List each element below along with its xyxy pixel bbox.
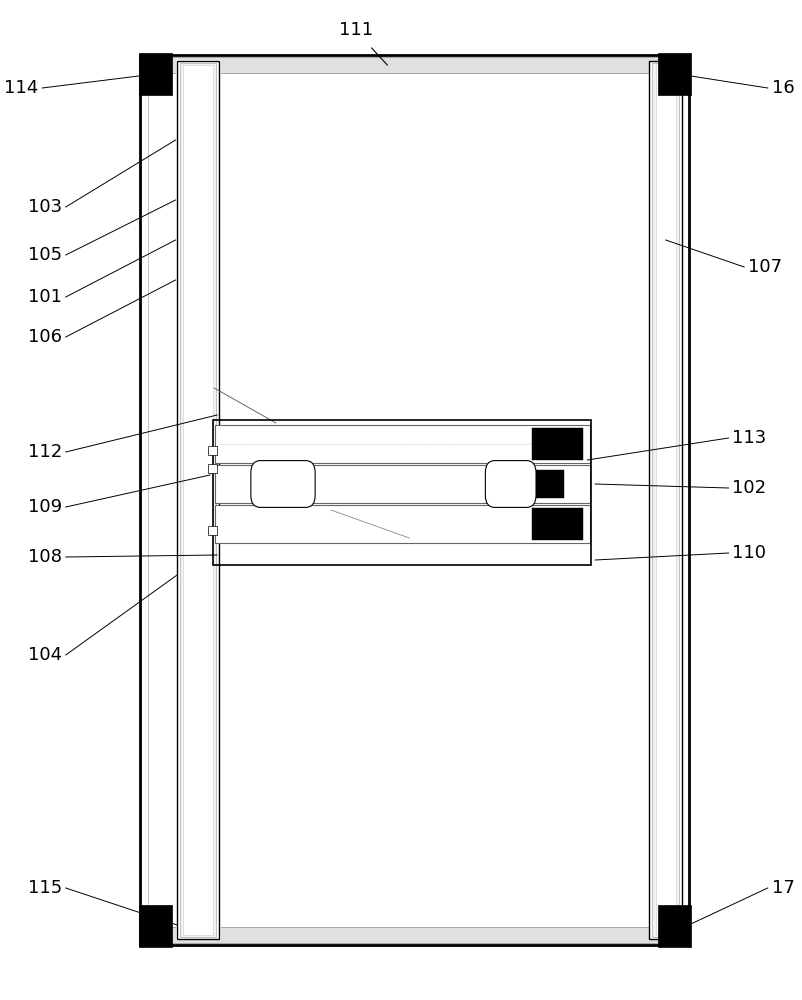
- Bar: [208, 446, 217, 455]
- Text: 17: 17: [771, 879, 793, 897]
- Bar: [139, 53, 172, 95]
- Bar: [177, 61, 219, 939]
- Bar: [214, 505, 589, 543]
- Bar: [657, 53, 690, 95]
- Text: 108: 108: [28, 548, 62, 566]
- Bar: [214, 425, 589, 463]
- Bar: [176, 60, 221, 940]
- Bar: [183, 65, 213, 935]
- Text: 105: 105: [28, 246, 62, 264]
- FancyBboxPatch shape: [250, 461, 314, 507]
- Bar: [139, 905, 172, 947]
- Text: 112: 112: [27, 443, 62, 461]
- Bar: [208, 464, 217, 473]
- Text: 101: 101: [28, 288, 62, 306]
- Bar: [148, 65, 681, 935]
- Text: 111: 111: [338, 21, 373, 39]
- FancyBboxPatch shape: [484, 461, 536, 507]
- Bar: [208, 526, 217, 535]
- Text: 103: 103: [28, 198, 62, 216]
- Bar: [654, 65, 675, 935]
- Text: 16: 16: [771, 79, 793, 97]
- Text: 110: 110: [731, 544, 765, 562]
- Bar: [657, 905, 690, 947]
- Bar: [649, 61, 682, 939]
- Bar: [214, 465, 589, 503]
- Bar: [144, 60, 684, 940]
- Bar: [532, 508, 583, 540]
- Bar: [142, 927, 687, 943]
- Bar: [176, 60, 221, 940]
- Text: 109: 109: [28, 498, 62, 516]
- Bar: [532, 428, 583, 460]
- Bar: [180, 63, 216, 937]
- Text: 114: 114: [4, 79, 38, 97]
- Text: 115: 115: [27, 879, 62, 897]
- Text: 102: 102: [731, 479, 766, 497]
- Bar: [142, 57, 687, 73]
- Bar: [520, 470, 563, 498]
- Bar: [651, 63, 678, 937]
- Bar: [140, 55, 688, 945]
- Text: 113: 113: [731, 429, 766, 447]
- Bar: [213, 420, 590, 565]
- Bar: [209, 415, 594, 570]
- Text: 106: 106: [28, 328, 62, 346]
- Text: 107: 107: [747, 258, 781, 276]
- Text: 104: 104: [28, 646, 62, 664]
